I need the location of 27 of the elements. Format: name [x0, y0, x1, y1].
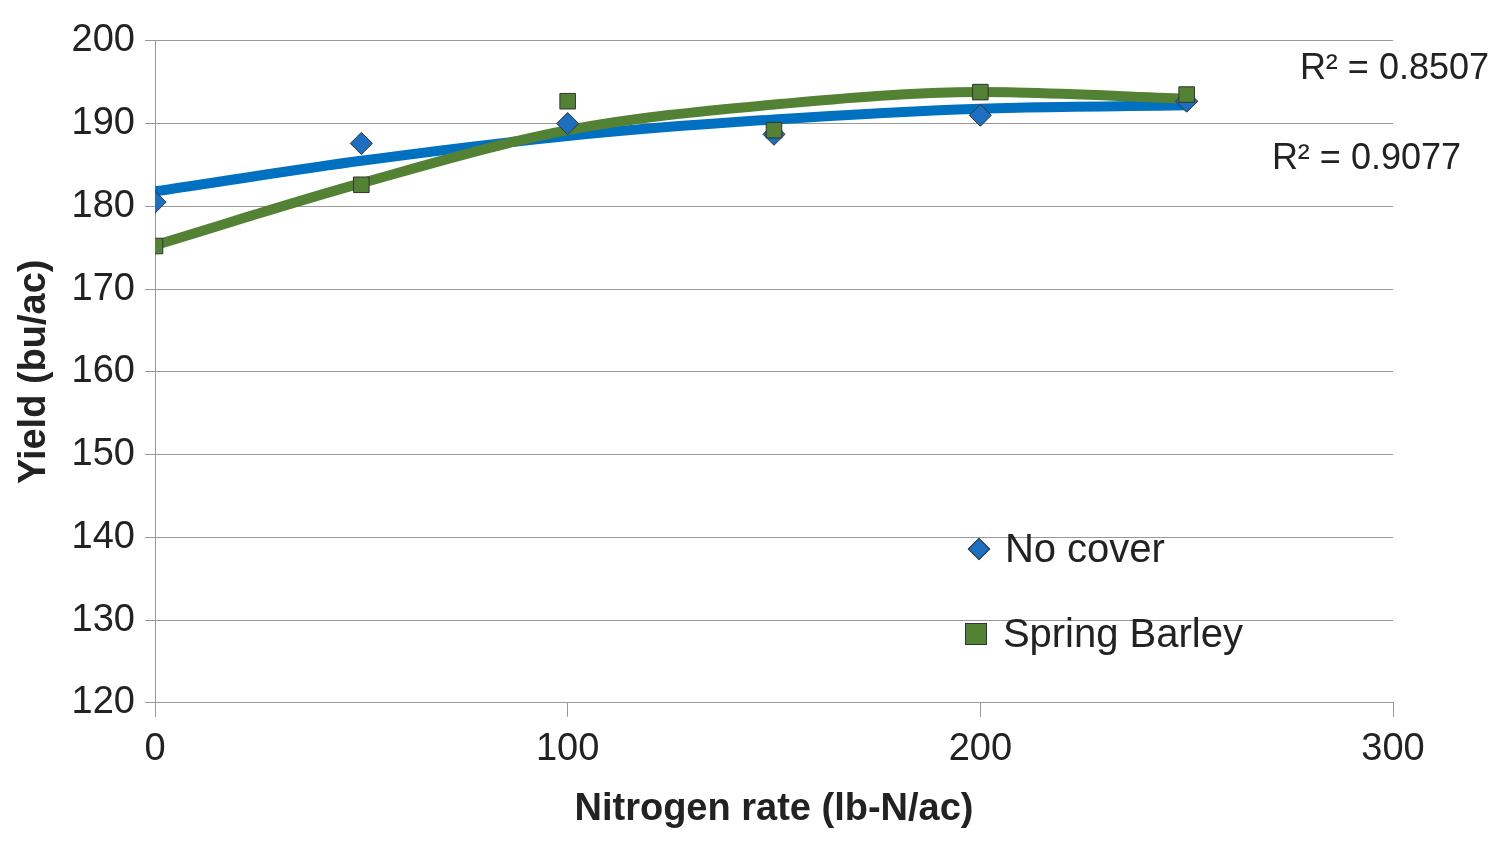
- y-tick-label: 140: [71, 513, 135, 556]
- y-tick-label: 160: [71, 348, 135, 391]
- y-tick-label: 200: [71, 17, 135, 60]
- x-tick-label: 100: [535, 726, 600, 769]
- x-tick-label: 300: [1361, 726, 1425, 769]
- annotation: R² = 0.9077: [1271, 135, 1461, 177]
- y-tick-label: 150: [71, 431, 135, 474]
- point: [968, 103, 992, 127]
- y-tick-label: 190: [71, 100, 135, 143]
- point: [1178, 86, 1195, 103]
- y-tick-label: 130: [71, 596, 135, 639]
- x-axis-title: Nitrogen rate (lb-N/ac): [574, 785, 974, 828]
- point: [559, 92, 576, 110]
- point: [972, 83, 989, 101]
- x-tick-label: 200: [948, 726, 1013, 769]
- annotation: R² = 0.8507: [1299, 45, 1489, 87]
- y-tick-label: 120: [71, 679, 135, 722]
- legend-label: Spring Barley: [1002, 611, 1243, 656]
- point: [353, 176, 370, 194]
- y-axis-title: Yield (bu/ac): [11, 259, 54, 485]
- x-tick-label: 0: [144, 726, 166, 769]
- point: [765, 121, 783, 139]
- point: [556, 112, 580, 136]
- point: [349, 131, 373, 155]
- y-tick-label: 180: [71, 182, 135, 225]
- y-tick-label: 170: [71, 265, 135, 308]
- legend-label: No cover: [1004, 526, 1165, 571]
